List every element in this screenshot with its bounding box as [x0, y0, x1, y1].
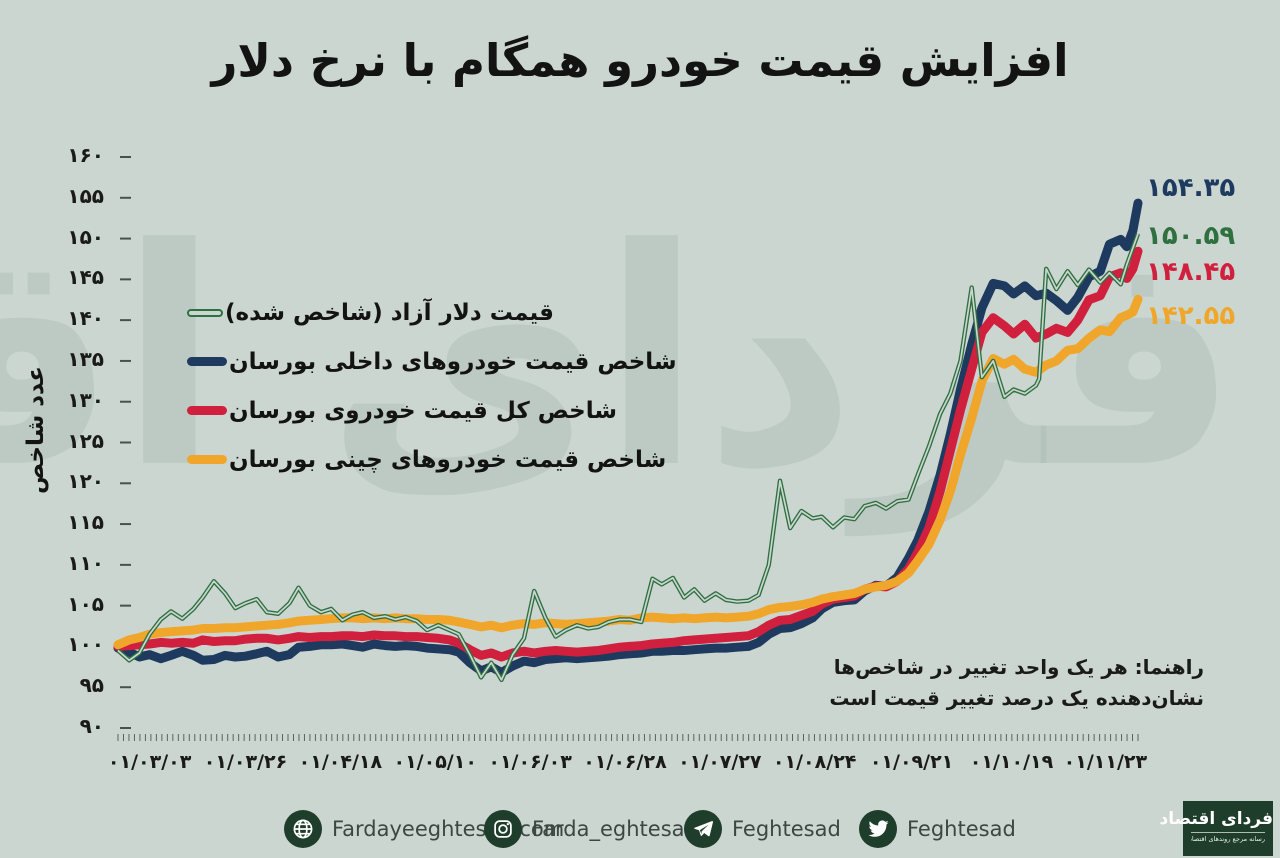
legend-swatch: [187, 357, 227, 366]
chart-title: افزایش قیمت خودرو همگام با نرخ دلار: [211, 34, 1069, 87]
y-tick-label: ۱۰۵: [67, 591, 104, 616]
chart-legend: قیمت دلار آزاد (شاخص شده) شاخص قیمت خودرو…: [187, 288, 677, 484]
legend-swatch: [187, 455, 227, 464]
series-end-label: ۱۴۸.۴۵: [1146, 257, 1236, 288]
website-label: Fardayeeghtesad.com: [332, 817, 565, 841]
series-line-1: [113, 198, 1143, 677]
y-tick-label: ۱۵۵: [67, 183, 104, 208]
footnote: راهنما: هر یک واحد تغییر در شاخص‌ها نشان…: [829, 652, 1204, 714]
brand-logo-subtitle: رسانه مرجع روندهای اقتصادی: [1191, 832, 1265, 843]
series-end-label: ۱۵۴.۳۵: [1146, 173, 1236, 204]
footer-telegram: Feghtesad: [684, 810, 841, 848]
y-tick-label: ۱۴۰: [67, 306, 104, 331]
brand-logo-title: فردای اقتصاد: [1159, 809, 1273, 829]
y-tick-label: ۱۰۰: [67, 632, 104, 657]
x-tick-label: ۰۱/۰۷/۲۷: [678, 751, 762, 773]
x-tick-label: ۰۱/۰۶/۰۳: [488, 751, 572, 773]
twitter-label: Feghtesad: [907, 817, 1016, 841]
telegram-icon: [684, 810, 722, 848]
legend-label: قیمت دلار آزاد (شاخص شده): [225, 299, 554, 326]
footer-instagram: Farda_eghtesad: [484, 810, 698, 848]
legend-swatch: [187, 406, 227, 415]
y-tick-label: ۱۱۵: [67, 510, 104, 535]
x-tick-label: ۰۱/۰۹/۲۱: [869, 751, 954, 773]
legend-item: شاخص قیمت خودروهای چینی بورسان: [187, 435, 677, 484]
legend-label: شاخص قیمت خودروهای چینی بورسان: [229, 446, 667, 473]
series-end-label: ۱۴۲.۵۵: [1146, 301, 1236, 332]
globe-icon: [284, 810, 322, 848]
legend-label: شاخص کل قیمت خودروی بورسان: [229, 397, 617, 424]
y-tick-label: ۹۰: [79, 714, 104, 738]
y-tick-label: ۱۲۵: [67, 428, 104, 453]
footer-twitter: Feghtesad: [859, 810, 1016, 848]
legend-label: شاخص قیمت خودروهای داخلی بورسان: [229, 348, 677, 375]
x-tick-label: ۰۱/۰۵/۱۰: [393, 751, 477, 773]
legend-item: قیمت دلار آزاد (شاخص شده): [187, 288, 677, 337]
y-tick-label: ۱۳۵: [67, 346, 104, 371]
series-line-dollar-inner: [117, 233, 1139, 681]
footnote-line-2: نشان‌دهنده یک درصد تغییر قیمت است: [829, 686, 1204, 710]
y-tick-label: ۱۶۰: [67, 143, 104, 167]
y-tick-label: ۱۴۵: [67, 265, 104, 290]
telegram-label: Feghtesad: [732, 817, 841, 841]
x-tick-label: ۰۱/۰۴/۱۸: [298, 751, 383, 773]
legend-swatch: [187, 308, 223, 317]
x-tick-label: ۰۱/۰۳/۲۶: [203, 751, 288, 773]
brand-logo: فردای اقتصاد رسانه مرجع روندهای اقتصادی: [1159, 801, 1273, 856]
x-tick-label: ۰۱/۰۶/۲۸: [583, 751, 667, 773]
legend-item: شاخص کل قیمت خودروی بورسان: [187, 386, 677, 435]
y-tick-label: ۱۳۰: [67, 387, 104, 412]
footnote-line-1: راهنما: هر یک واحد تغییر در شاخص‌ها: [833, 655, 1204, 679]
instagram-label: Farda_eghtesad: [532, 817, 698, 841]
y-tick-label: ۱۵۰: [67, 224, 104, 249]
footer-website: Fardayeeghtesad.com: [284, 810, 564, 848]
instagram-icon: [484, 810, 522, 848]
twitter-icon: [859, 810, 897, 848]
x-tick-label: ۰۱/۰۳/۰۳: [107, 751, 192, 773]
x-tick-label: ۰۱/۱۱/۲۳: [1063, 751, 1148, 773]
legend-item: شاخص قیمت خودروهای داخلی بورسان: [187, 337, 677, 386]
y-tick-label: ۱۱۰: [67, 550, 104, 575]
series-end-label: ۱۵۰.۵۹: [1146, 220, 1236, 251]
x-tick-label: ۰۱/۱۰/۱۹: [969, 751, 1054, 773]
x-tick-label: ۰۱/۰۸/۲۴: [772, 751, 857, 773]
y-tick-label: ۹۵: [79, 673, 104, 698]
series-line-2: [113, 246, 1143, 662]
y-tick-label: ۱۲۰: [67, 469, 104, 494]
